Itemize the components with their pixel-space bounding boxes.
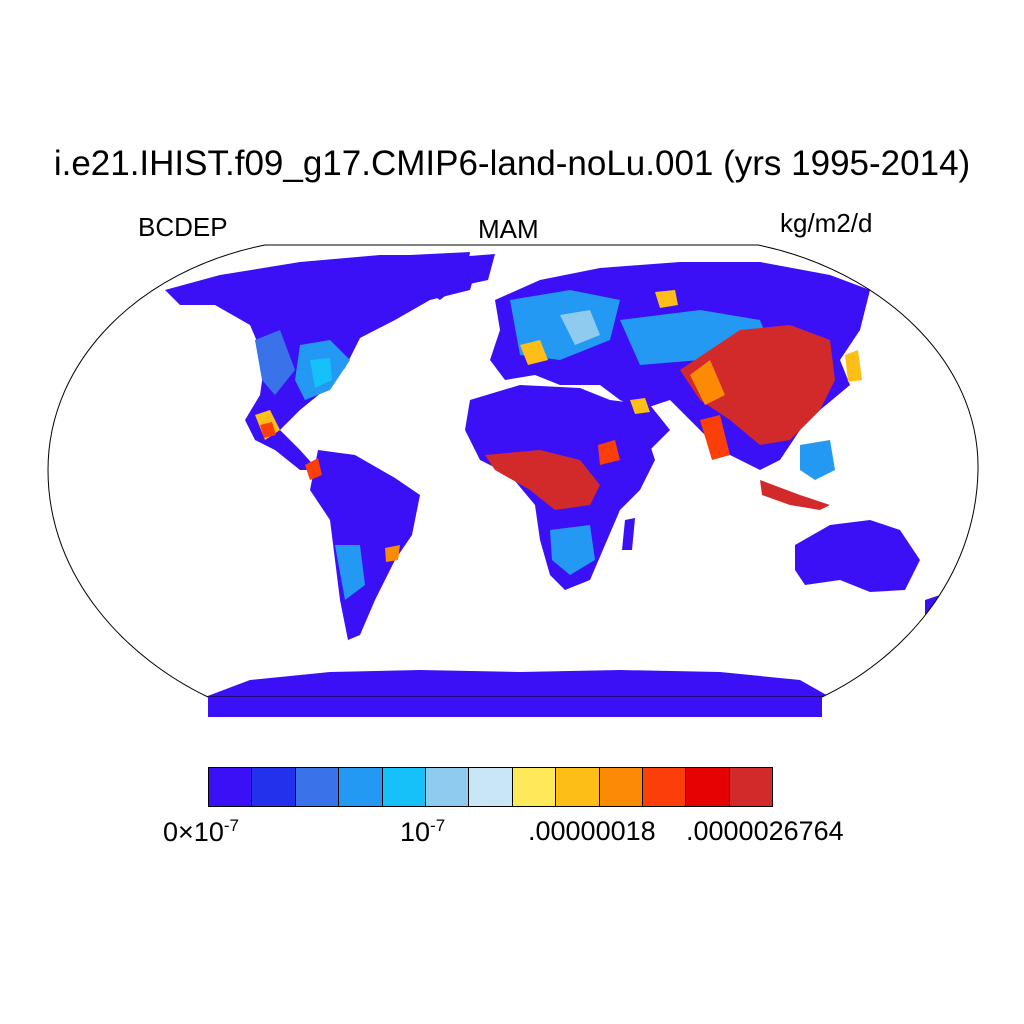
- greenland: [410, 252, 470, 300]
- australia: [795, 520, 920, 592]
- colorbar-swatch-5: [425, 768, 470, 806]
- colorbar-swatch-6: [469, 768, 513, 806]
- colorbar-swatch-2: [295, 768, 340, 806]
- colorbar-label-mid: 10-7: [400, 816, 446, 847]
- colorbar-swatch-9: [599, 768, 643, 806]
- colorbar-label-max: .0000026764: [686, 816, 844, 846]
- colorbar-swatch-7: [512, 768, 557, 806]
- colorbar-swatch-3: [339, 768, 383, 806]
- colorbar-swatch-12: [729, 768, 773, 806]
- antarctica-edge: [208, 697, 822, 717]
- south-america: [310, 450, 420, 640]
- colorbar-swatch-8: [556, 768, 600, 806]
- season-label: MAM: [478, 214, 539, 244]
- colorbar-swatch-11: [686, 768, 730, 806]
- colorbar-swatch-0: [209, 768, 253, 806]
- units-label: kg/m2/d: [780, 208, 873, 238]
- colorbar-swatch-4: [382, 768, 426, 806]
- colorbar-swatch-10: [642, 768, 687, 806]
- colorbar: [208, 767, 773, 807]
- colorbar-label-high: .00000018: [528, 816, 656, 846]
- variable-label: BCDEP: [138, 212, 228, 242]
- antarctica: [205, 670, 830, 697]
- colorbar-label-min: 0×10-7: [163, 816, 239, 847]
- colorbar-swatch-1: [252, 768, 296, 806]
- plot-title: i.e21.IHIST.f09_g17.CMIP6-land-noLu.001 …: [53, 144, 971, 183]
